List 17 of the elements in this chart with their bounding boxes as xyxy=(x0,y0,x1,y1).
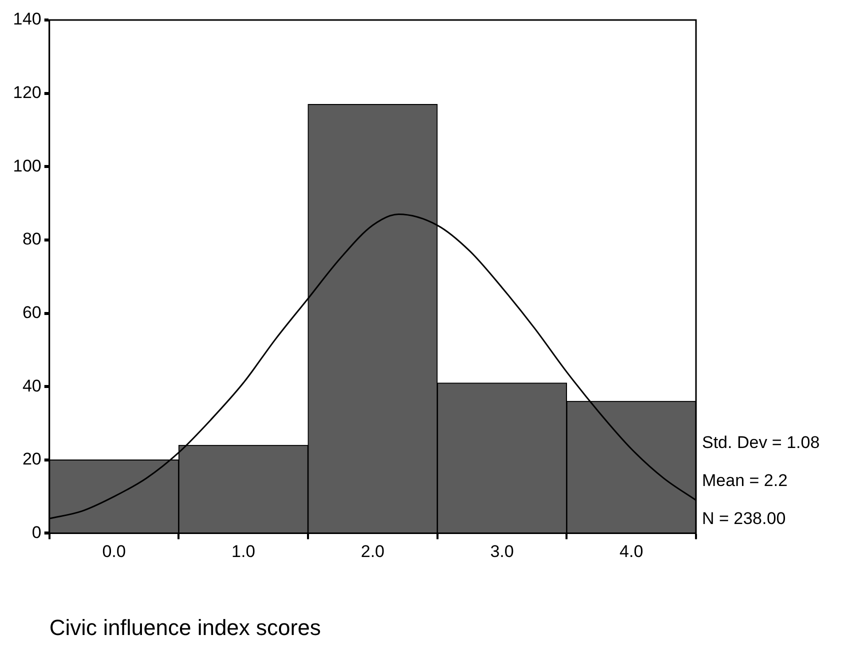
y-tick-label: 140 xyxy=(12,10,42,29)
y-tick-label: 20 xyxy=(22,450,42,469)
y-tick-label: 60 xyxy=(22,302,42,322)
y-tick-label: 100 xyxy=(12,156,42,176)
x-axis-title: Civic influence index scores xyxy=(49,614,321,640)
x-tick-label: 3.0 xyxy=(490,542,514,562)
text: Mean = 2.2 xyxy=(702,470,788,490)
x-tick-label: 2.0 xyxy=(360,542,384,562)
x-tick-label: 1.0 xyxy=(232,542,256,562)
text: N = 238.00 xyxy=(702,508,786,528)
text: Std. Dev = 1.08 xyxy=(702,432,820,452)
x-tick-label: 4.0 xyxy=(620,542,644,562)
x-tick-label: 0.0 xyxy=(102,542,126,562)
y-tick-label: 120 xyxy=(12,83,42,102)
y-tick-label: 40 xyxy=(22,376,42,396)
y-tick-label: 80 xyxy=(22,230,42,249)
y-tick-label: 0 xyxy=(32,522,42,542)
